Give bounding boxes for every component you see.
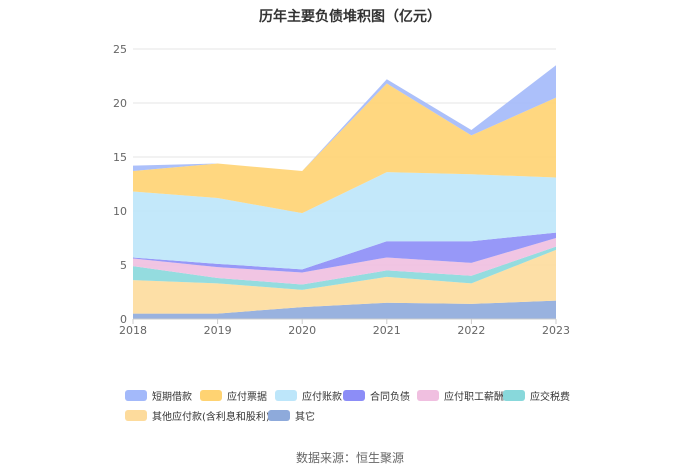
y-tick-label: 10 — [113, 205, 127, 218]
area-layer — [133, 65, 556, 319]
legend-item[interactable]: 应交税费 — [503, 388, 570, 403]
y-tick-label: 15 — [113, 151, 127, 164]
x-tick-label: 2023 — [542, 324, 570, 337]
legend-item[interactable]: 其他应付款(含利息和股利) — [125, 408, 270, 423]
y-tick-label: 5 — [120, 259, 127, 272]
legend-label: 其他应付款(含利息和股利) — [152, 412, 270, 423]
series-area — [133, 249, 556, 314]
legend-label: 短期借款 — [152, 392, 192, 403]
legend-label: 应付票据 — [227, 392, 267, 403]
x-tick-label: 2022 — [457, 324, 485, 337]
x-tick-label: 2020 — [288, 324, 316, 337]
axes: 0 5 10 15 20 25 2018 2019 2020 2021 2022 2023 — [113, 43, 570, 337]
legend-label: 应交税费 — [530, 392, 570, 403]
legend-swatch — [200, 390, 222, 401]
legend-item[interactable]: 其它 — [268, 408, 315, 423]
x-tick-label: 2018 — [119, 324, 147, 337]
legend-item[interactable]: 应付职工薪酬 — [417, 388, 504, 403]
y-tick-label: 25 — [113, 43, 127, 56]
series-area — [133, 232, 556, 273]
x-tick-label: 2019 — [204, 324, 232, 337]
legend-swatch — [503, 390, 525, 401]
series-area — [133, 300, 556, 319]
legend-swatch — [125, 410, 147, 421]
y-tick-label: 0 — [120, 313, 127, 326]
series-area — [133, 246, 556, 290]
legend-item[interactable]: 短期借款 — [125, 388, 192, 403]
legend-swatch — [343, 390, 365, 401]
stacked-area-chart: 0 5 10 15 20 25 2018 2019 2020 2021 2022 2023 — [113, 43, 570, 337]
legend-swatch — [268, 410, 290, 421]
chart-title: 历年主要负债堆积图（亿元） — [259, 9, 441, 25]
series-area — [133, 172, 556, 270]
legend-swatch — [417, 390, 439, 401]
legend-label: 合同负债 — [370, 392, 410, 403]
legend-item[interactable]: 应付账款 — [275, 388, 342, 403]
legend-item[interactable]: 应付票据 — [200, 388, 267, 403]
x-tick-label: 2021 — [373, 324, 401, 337]
legend-label: 其它 — [295, 412, 315, 423]
legend-swatch — [275, 390, 297, 401]
data-source-note: 数据来源：恒生聚源 — [295, 451, 404, 465]
legend-swatch — [125, 390, 147, 401]
series-area — [133, 238, 556, 285]
legend-label: 应付职工薪酬 — [444, 392, 504, 403]
legend-item[interactable]: 合同负债 — [343, 388, 410, 403]
y-tick-label: 20 — [113, 97, 127, 110]
series-area — [133, 83, 556, 214]
legend-label: 应付账款 — [302, 392, 342, 403]
